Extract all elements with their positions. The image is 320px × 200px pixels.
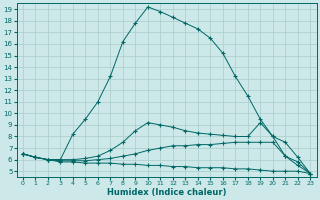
X-axis label: Humidex (Indice chaleur): Humidex (Indice chaleur) [107,188,226,197]
